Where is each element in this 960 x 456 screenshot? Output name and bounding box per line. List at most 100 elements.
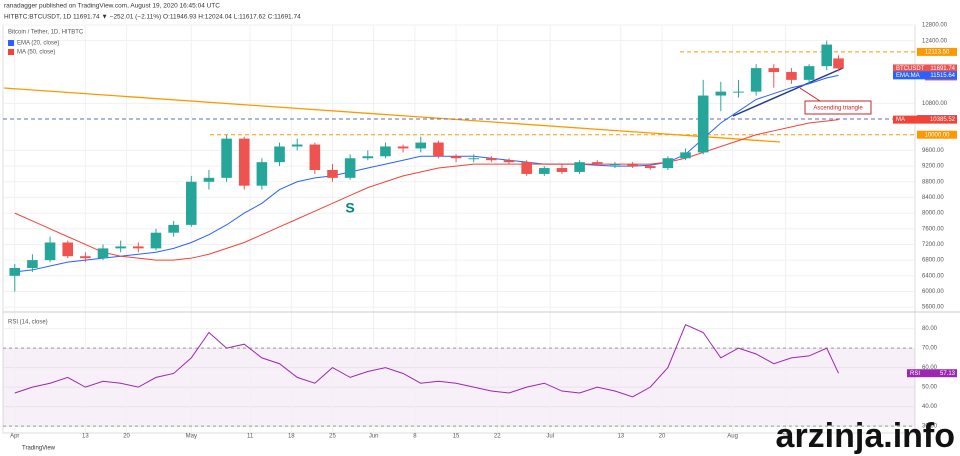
y-tick-label: 12800.00 [922, 23, 948, 29]
candle-body [627, 164, 638, 167]
candle-body [27, 260, 38, 268]
candle-body [750, 68, 762, 92]
x-tick-label: Apr [10, 434, 19, 440]
x-tick-label: 20 [123, 434, 130, 440]
annotation: S [345, 200, 354, 216]
y-tick-label: 6400.00 [922, 273, 944, 279]
watermark: arzinja.info [776, 417, 955, 455]
price-tag [893, 64, 957, 73]
candle-body [97, 248, 109, 259]
publisher: ranadagger published on TradingView.com,… [4, 3, 220, 10]
candle-body [291, 144, 303, 147]
candle-body [380, 146, 391, 157]
candle-body [150, 232, 162, 249]
candle-body [609, 164, 621, 166]
candle-body [9, 267, 21, 276]
price-tag-name: EMA:MA [896, 73, 920, 79]
candle-body [803, 66, 815, 80]
y-tick-label: 9600.00 [922, 148, 944, 154]
candle-body [786, 72, 797, 80]
y-tick-label: 6800.00 [922, 258, 944, 264]
candle-body [680, 152, 691, 159]
rsi-title: RSI (14, close) [8, 320, 48, 326]
candle-body [344, 158, 356, 178]
candle-body [556, 168, 568, 172]
y-tick-label: 50.00 [922, 385, 938, 391]
x-tick-label: 10 [782, 434, 789, 440]
candle-body [468, 158, 480, 160]
candle-body [715, 91, 727, 96]
candle-body [450, 156, 462, 159]
price-tag-label: 11691.74 [930, 66, 955, 72]
candle-body [185, 181, 197, 225]
x-tick-label: 22 [494, 434, 501, 440]
x-tick-label: May [186, 434, 197, 440]
x-tick-label: 25 [329, 434, 336, 440]
y-tick-label: 8400.00 [922, 195, 944, 201]
candle-body [221, 138, 232, 178]
y-tick-label: 8000.00 [922, 211, 944, 217]
candle-body [697, 95, 709, 153]
candle-body [521, 162, 532, 174]
y-tick-label: 10800.00 [922, 101, 948, 107]
y-tick-label: 30.00 [922, 424, 938, 430]
price-tag [907, 369, 957, 378]
legend-label: EMA (20, close) [17, 41, 59, 47]
level-label: 12113.50 [925, 49, 950, 55]
candle-body [833, 58, 844, 69]
x-tick-label: 13 [82, 434, 89, 440]
price-tag [893, 71, 957, 80]
price-tag-label: 10385.52 [930, 117, 956, 123]
candle-body [539, 168, 550, 174]
price-tag-label: 11515.64 [930, 73, 955, 79]
candle-body [503, 160, 515, 163]
y-tick-label: 70.00 [922, 346, 938, 352]
y-tick-label: 8800.00 [922, 179, 944, 185]
y-tick-label: 40.00 [922, 404, 938, 410]
candle-body [238, 138, 250, 186]
candle-body [433, 142, 444, 157]
candle-body [397, 146, 409, 149]
x-tick-label: 18 [288, 434, 295, 440]
candle-body [733, 91, 744, 93]
price-tag-name: MA [896, 117, 905, 123]
candle-body [644, 166, 656, 169]
candle-body [768, 68, 780, 73]
y-tick-label: 7200.00 [922, 242, 944, 248]
candle-body [133, 246, 144, 249]
line-series [14, 324, 839, 398]
level-label: 10000.00 [924, 132, 950, 138]
level-tag [917, 130, 957, 139]
y-tick-label: 9200.00 [922, 164, 944, 170]
candle-body [327, 170, 338, 178]
y-tick-label: 12400.00 [922, 38, 948, 44]
pane-title: Bitcoin / Tether, 1D, HITBTC [8, 30, 84, 36]
y-tick-label: 80.00 [922, 326, 938, 332]
y-tick-label: 6000.00 [922, 289, 944, 295]
trend-line [3, 87, 781, 143]
x-tick-label: Jun [369, 434, 379, 440]
annotation-arrow [799, 87, 821, 102]
logo: TradingView [22, 446, 56, 452]
candle-body [62, 242, 74, 257]
candle-body [662, 158, 674, 169]
candle-body [115, 246, 126, 249]
candle-body [44, 242, 56, 261]
candle-body [309, 144, 321, 170]
x-tick-label: 13 [617, 434, 624, 440]
level-tag [917, 47, 957, 56]
x-tick-label: Jul [546, 434, 554, 440]
legend-swatch [8, 40, 14, 46]
price-tag-name: BTCUSDT [896, 66, 925, 72]
trend-line [732, 67, 844, 117]
candle-body [362, 156, 374, 159]
legend-swatch [8, 49, 14, 55]
y-tick-label: 60.00 [922, 365, 938, 371]
x-tick-label: 20 [659, 434, 666, 440]
legend-label: MA (50, close) [17, 50, 55, 56]
candle-body [821, 44, 833, 67]
candle-body [486, 158, 497, 161]
price-tag-label: 57.13 [940, 371, 956, 377]
